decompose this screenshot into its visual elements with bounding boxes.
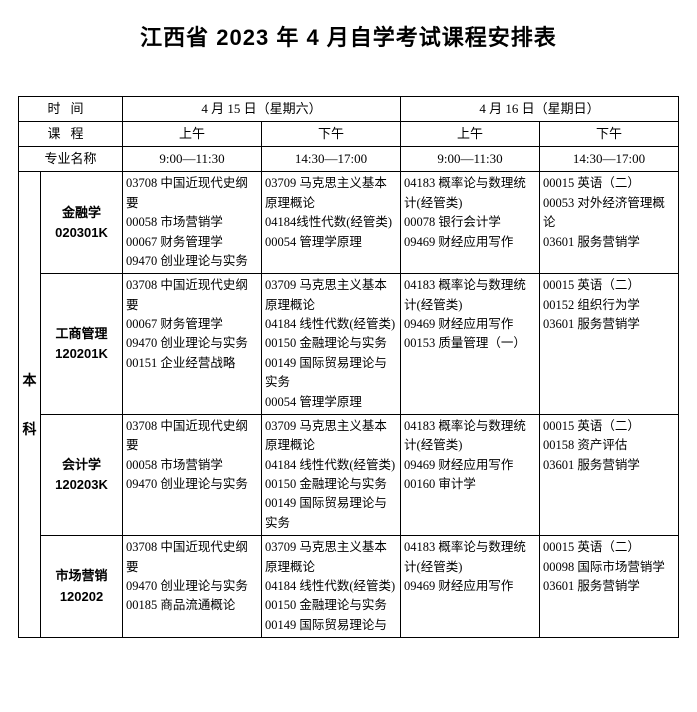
header-pm-hours1: 14:30—17:00 bbox=[262, 147, 401, 172]
course-cell: 03708 中国近现代史纲要 00058 市场营销学 00067 财务管理学 0… bbox=[123, 172, 262, 274]
level-label: 本 科 bbox=[19, 172, 41, 638]
course-cell: 03709 马克思主义基本原理概论 04184 线性代数(经管类) 00150 … bbox=[262, 274, 401, 415]
major-name: 金融学 bbox=[44, 203, 119, 223]
course-cell: 04183 概率论与数理统计(经管类) 09469 财经应用写作 00160 审… bbox=[401, 414, 540, 535]
major-code: 120203K bbox=[44, 475, 119, 495]
major-cell: 工商管理 120201K bbox=[41, 274, 123, 415]
header-pm2: 下午 bbox=[540, 122, 679, 147]
table-row: 专业名称 9:00—11:30 14:30—17:00 9:00—11:30 1… bbox=[19, 147, 679, 172]
course-cell: 03708 中国近现代史纲要 00058 市场营销学 09470 创业理论与实务 bbox=[123, 414, 262, 535]
major-cell: 会计学 120203K bbox=[41, 414, 123, 535]
course-cell: 04183 概率论与数理统计(经管类) 09469 财经应用写作 bbox=[401, 536, 540, 638]
course-cell: 00015 英语（二） 00152 组织行为学 03601 服务营销学 bbox=[540, 274, 679, 415]
course-cell: 03709 马克思主义基本原理概论 04184 线性代数(经管类) 00150 … bbox=[262, 536, 401, 638]
major-cell: 市场营销 120202 bbox=[41, 536, 123, 638]
course-cell: 00015 英语（二） 00098 国际市场营销学 03601 服务营销学 bbox=[540, 536, 679, 638]
table-row: 时间 4 月 15 日（星期六） 4 月 16 日（星期日） bbox=[19, 97, 679, 122]
level-char-1: 本 bbox=[22, 356, 37, 405]
table-row: 市场营销 120202 03708 中国近现代史纲要 09470 创业理论与实务… bbox=[19, 536, 679, 638]
major-name: 市场营销 bbox=[44, 566, 119, 586]
course-cell: 03709 马克思主义基本原理概论 04184线性代数(经管类) 00054 管… bbox=[262, 172, 401, 274]
course-cell: 00015 英语（二） 00158 资产评估 03601 服务营销学 bbox=[540, 414, 679, 535]
table-row: 本 科 金融学 020301K 03708 中国近现代史纲要 00058 市场营… bbox=[19, 172, 679, 274]
major-name: 工商管理 bbox=[44, 324, 119, 344]
header-am-hours2: 9:00—11:30 bbox=[401, 147, 540, 172]
major-code: 120202 bbox=[44, 587, 119, 607]
course-cell: 04183 概率论与数理统计(经管类) 00078 银行会计学 09469 财经… bbox=[401, 172, 540, 274]
header-course: 课程 bbox=[19, 122, 123, 147]
course-cell: 03708 中国近现代史纲要 09470 创业理论与实务 00185 商品流通概… bbox=[123, 536, 262, 638]
major-cell: 金融学 020301K bbox=[41, 172, 123, 274]
header-day1: 4 月 15 日（星期六） bbox=[123, 97, 401, 122]
header-time: 时间 bbox=[19, 97, 123, 122]
header-am2: 上午 bbox=[401, 122, 540, 147]
page-title: 江西省 2023 年 4 月自学考试课程安排表 bbox=[18, 20, 679, 52]
header-pm-hours2: 14:30—17:00 bbox=[540, 147, 679, 172]
course-cell: 03709 马克思主义基本原理概论 04184 线性代数(经管类) 00150 … bbox=[262, 414, 401, 535]
major-name: 会计学 bbox=[44, 455, 119, 475]
major-code: 020301K bbox=[44, 223, 119, 243]
table-row: 会计学 120203K 03708 中国近现代史纲要 00058 市场营销学 0… bbox=[19, 414, 679, 535]
header-day2: 4 月 16 日（星期日） bbox=[401, 97, 679, 122]
course-cell: 00015 英语（二） 00053 对外经济管理概论 03601 服务营销学 bbox=[540, 172, 679, 274]
header-am1: 上午 bbox=[123, 122, 262, 147]
header-major: 专业名称 bbox=[19, 147, 123, 172]
schedule-table: 时间 4 月 15 日（星期六） 4 月 16 日（星期日） 课程 上午 下午 … bbox=[18, 96, 679, 638]
course-cell: 04183 概率论与数理统计(经管类) 09469 财经应用写作 00153 质… bbox=[401, 274, 540, 415]
header-pm1: 下午 bbox=[262, 122, 401, 147]
header-am-hours1: 9:00—11:30 bbox=[123, 147, 262, 172]
course-cell: 03708 中国近现代史纲要 00067 财务管理学 09470 创业理论与实务… bbox=[123, 274, 262, 415]
table-row: 工商管理 120201K 03708 中国近现代史纲要 00067 财务管理学 … bbox=[19, 274, 679, 415]
table-row: 课程 上午 下午 上午 下午 bbox=[19, 122, 679, 147]
level-char-2: 科 bbox=[22, 405, 37, 454]
major-code: 120201K bbox=[44, 344, 119, 364]
